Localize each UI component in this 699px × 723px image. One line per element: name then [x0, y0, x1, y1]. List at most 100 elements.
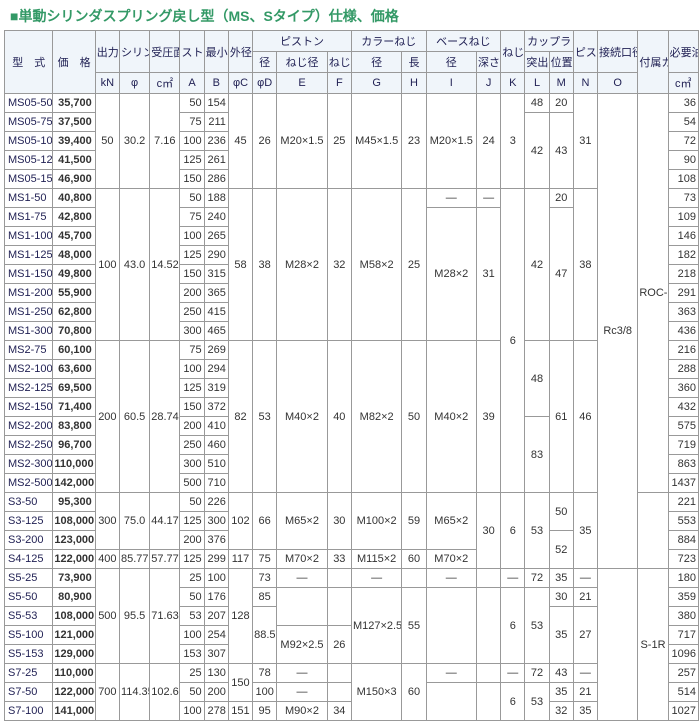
cell: 710: [204, 474, 228, 493]
cell: 100: [180, 360, 204, 379]
cell: —: [501, 664, 525, 683]
cell: 30.2: [119, 94, 149, 189]
th-I: I: [426, 73, 476, 94]
cell-price: 121,000: [53, 626, 95, 645]
cell: 39: [476, 341, 500, 493]
cell: 47: [549, 208, 573, 341]
cell-price: 39,400: [53, 132, 95, 151]
cell: [402, 569, 426, 588]
cell: 128: [228, 569, 252, 664]
cell: 53: [525, 588, 549, 664]
cell: 200: [95, 341, 119, 493]
cell: 21: [573, 588, 597, 607]
cell-model: S5-100: [5, 626, 53, 645]
cell: 410: [204, 417, 228, 436]
cell: —: [426, 569, 476, 588]
th-u-cm3: c㎥: [668, 73, 698, 94]
cell: —: [426, 189, 476, 208]
cell: 21: [573, 683, 597, 702]
cell: M70×2: [426, 550, 476, 569]
cell: 3: [501, 94, 525, 189]
cell: 307: [204, 645, 228, 664]
cell: 35: [549, 607, 573, 664]
cell: 25: [402, 189, 426, 341]
cell: [426, 683, 476, 721]
cell: 36: [668, 94, 698, 113]
cell: 82: [228, 341, 252, 493]
cell: 50: [180, 588, 204, 607]
cell-price: 37,500: [53, 113, 95, 132]
cell-model: S5-53: [5, 607, 53, 626]
cell: 299: [204, 550, 228, 569]
cell: 125: [180, 151, 204, 170]
cell: [598, 569, 638, 721]
cell: 1096: [668, 645, 698, 664]
cell: 44.17: [150, 493, 180, 550]
cell: 53: [253, 341, 277, 493]
th-cprot: 突出長: [525, 52, 549, 73]
cell: 240: [204, 208, 228, 227]
cell: 717: [668, 626, 698, 645]
cell: 50: [180, 493, 204, 512]
cell: 6: [501, 189, 525, 493]
cell: —: [351, 569, 401, 588]
cell-model: S7-100: [5, 702, 53, 721]
cell: 180: [668, 569, 698, 588]
cell: 700: [95, 664, 119, 721]
th-area: 受圧面積: [150, 31, 180, 73]
cell: 221: [668, 493, 698, 512]
cell: 50: [549, 493, 573, 531]
cell: 25: [180, 569, 204, 588]
cell: 24: [476, 94, 500, 189]
cell: —: [573, 569, 597, 588]
cell: 30: [476, 493, 500, 569]
cell: 150: [180, 170, 204, 189]
th-port: 接続口径: [598, 31, 638, 73]
th-bdia: 径: [426, 52, 476, 73]
cell-model: S5-50: [5, 588, 53, 607]
cell: 400: [95, 550, 119, 569]
th-L: L: [525, 73, 549, 94]
cell: 50: [95, 94, 119, 189]
cell: 200: [180, 417, 204, 436]
cell: 200: [180, 284, 204, 303]
cell: 236: [204, 132, 228, 151]
cell: 108: [668, 170, 698, 189]
cell-model: MS2-125: [5, 379, 53, 398]
cell: 50: [180, 189, 204, 208]
cell: 33: [327, 550, 351, 569]
cell-model: MS2-300: [5, 455, 53, 474]
cell-price: 60,100: [53, 341, 95, 360]
cell: 257: [668, 664, 698, 683]
cell: 59: [402, 493, 426, 550]
cell-model: S3-50: [5, 493, 53, 512]
cell: 27: [573, 607, 597, 664]
cell: 254: [204, 626, 228, 645]
th-model: 型 式: [5, 31, 53, 94]
cell: 553: [668, 512, 698, 531]
cell: 7.16: [150, 94, 180, 189]
cell: 300: [95, 493, 119, 550]
cell: 100: [180, 227, 204, 246]
cell: 109: [668, 208, 698, 227]
cell: 73: [668, 189, 698, 208]
cell: 723: [668, 550, 698, 569]
cell: 6: [501, 588, 525, 664]
cell: 53: [180, 607, 204, 626]
cell: 45: [228, 94, 252, 189]
cell: 151: [228, 702, 252, 721]
cell: 50: [180, 94, 204, 113]
cell: 290: [204, 246, 228, 265]
cell-price: 45,700: [53, 227, 95, 246]
table-row: MS05-50 35,700 50 30.2 7.16 50 154 45 26…: [5, 94, 699, 113]
cell: 150: [180, 265, 204, 284]
cell: 72: [525, 569, 549, 588]
cell: 72: [525, 664, 549, 683]
cell-price: 73,900: [53, 569, 95, 588]
cell: 83: [525, 417, 549, 493]
cell-price: 46,900: [53, 170, 95, 189]
th-collar: カラーねじ: [351, 31, 426, 52]
cell: M28×2: [426, 208, 476, 341]
cell: 884: [668, 531, 698, 550]
cell: 436: [668, 322, 698, 341]
